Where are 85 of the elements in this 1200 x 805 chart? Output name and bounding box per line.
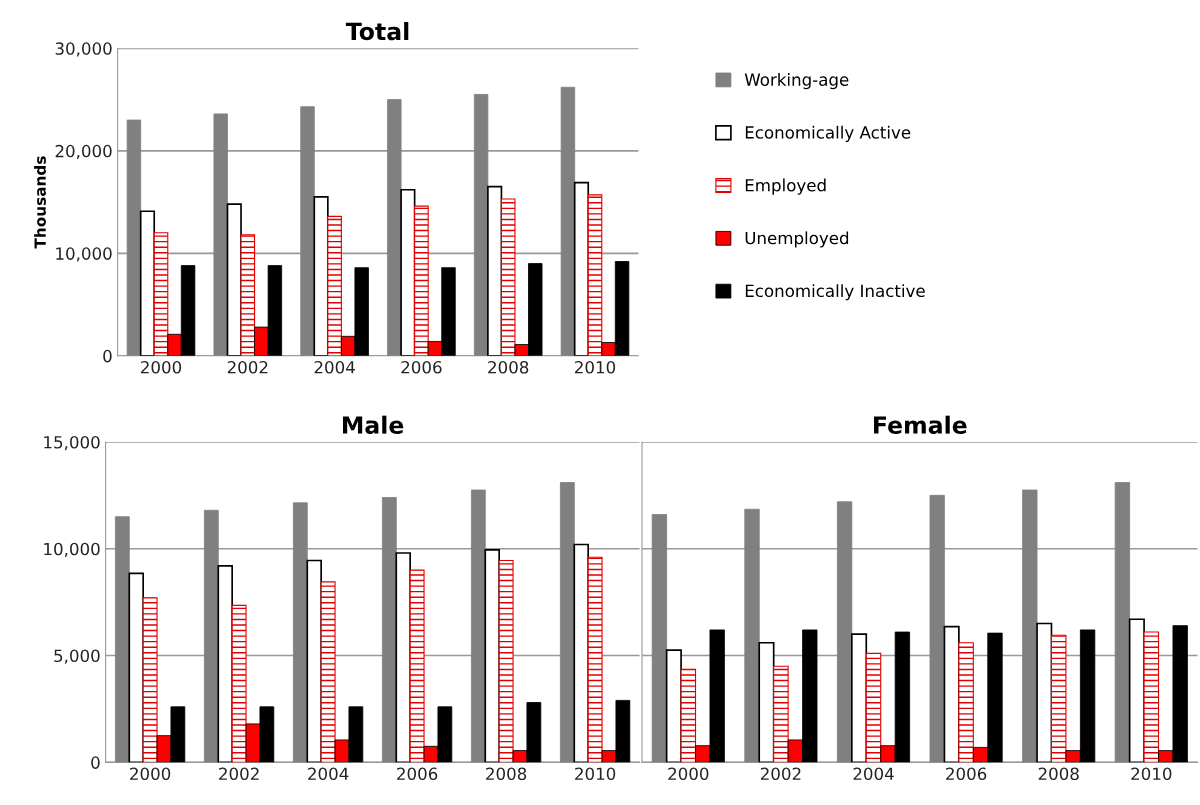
bar bbox=[231, 604, 247, 763]
bar bbox=[409, 569, 425, 763]
x-tick-label: 2000 bbox=[141, 360, 182, 374]
x-tick-label: 2008 bbox=[488, 360, 529, 374]
bar bbox=[587, 556, 603, 763]
bar bbox=[573, 543, 589, 763]
bar bbox=[651, 514, 668, 763]
bar bbox=[213, 113, 228, 356]
bar bbox=[240, 234, 256, 356]
bar bbox=[929, 494, 945, 763]
x-tick-label: 2010 bbox=[1131, 767, 1172, 781]
y-tick-label: 10,000 bbox=[44, 542, 100, 558]
bar bbox=[142, 597, 158, 763]
bar bbox=[320, 581, 336, 763]
x-tick-label: 2000 bbox=[668, 767, 709, 781]
bar bbox=[306, 559, 322, 763]
bar bbox=[1114, 482, 1131, 763]
bar bbox=[470, 489, 486, 763]
chart-title: Total bbox=[345, 22, 409, 41]
bar bbox=[217, 564, 233, 763]
bar bbox=[559, 482, 575, 763]
x-tick-label: 2006 bbox=[397, 767, 438, 781]
x-tick-label: 2010 bbox=[575, 360, 616, 374]
bar bbox=[958, 642, 974, 763]
bar bbox=[560, 86, 576, 356]
bar bbox=[498, 559, 514, 763]
bar bbox=[744, 508, 760, 763]
y-tick-label: 15,000 bbox=[44, 435, 100, 451]
x-tick-label: 2004 bbox=[308, 767, 349, 781]
bar bbox=[292, 502, 308, 763]
x-tick-label: 2002 bbox=[227, 360, 268, 374]
x-tick-label: 2000 bbox=[130, 767, 171, 781]
bar bbox=[313, 196, 329, 356]
bar bbox=[387, 99, 402, 356]
y-tick-label: 0 bbox=[91, 756, 100, 769]
bar bbox=[573, 181, 590, 356]
x-tick-label: 2006 bbox=[946, 767, 987, 781]
chart-title: Female bbox=[874, 415, 967, 434]
bar bbox=[758, 641, 775, 763]
bar bbox=[1036, 622, 1053, 763]
bar bbox=[500, 198, 516, 356]
chart-title: Male bbox=[343, 415, 404, 434]
x-tick-label: 2004 bbox=[853, 767, 894, 781]
bar bbox=[680, 668, 697, 763]
bar bbox=[395, 552, 411, 763]
bar bbox=[487, 185, 503, 356]
bar bbox=[400, 188, 416, 356]
y-axis-title: Thousands bbox=[34, 156, 46, 249]
bar bbox=[203, 509, 219, 763]
x-tick-label: 2002 bbox=[760, 767, 801, 781]
bar bbox=[414, 205, 429, 356]
legend-label: Working-age bbox=[744, 73, 849, 90]
bar bbox=[327, 215, 342, 356]
bar bbox=[1143, 631, 1160, 763]
bar bbox=[300, 106, 315, 356]
y-tick-label: 0 bbox=[103, 349, 112, 363]
y-tick-label: 10,000 bbox=[56, 247, 112, 262]
x-tick-label: 2010 bbox=[575, 767, 616, 781]
bar bbox=[473, 94, 489, 356]
bar bbox=[850, 633, 868, 763]
x-tick-label: 2004 bbox=[314, 360, 355, 374]
bar bbox=[773, 665, 789, 763]
y-tick-label: 5,000 bbox=[54, 649, 100, 664]
y-tick-label: 20,000 bbox=[55, 144, 112, 160]
bar bbox=[126, 119, 142, 356]
x-tick-label: 2002 bbox=[219, 767, 259, 781]
y-tick-label: 30,000 bbox=[55, 42, 112, 57]
legend-label: Economically Inactive bbox=[745, 284, 925, 301]
legend-label: Unemployed bbox=[745, 231, 849, 248]
x-tick-label: 2008 bbox=[1038, 767, 1079, 781]
legend-label: Employed bbox=[745, 178, 826, 195]
bar bbox=[381, 497, 397, 763]
bar bbox=[1050, 634, 1067, 763]
x-tick-label: 2006 bbox=[401, 360, 442, 374]
bar bbox=[128, 572, 144, 763]
bar bbox=[114, 516, 130, 763]
bar bbox=[865, 652, 882, 763]
bar bbox=[836, 501, 853, 763]
bar bbox=[153, 232, 169, 356]
legend-label: Economically Active bbox=[745, 125, 911, 142]
bar bbox=[484, 548, 500, 763]
x-tick-label: 2008 bbox=[486, 767, 527, 781]
bar bbox=[587, 194, 603, 356]
bar bbox=[139, 210, 156, 356]
bar bbox=[1022, 489, 1038, 763]
